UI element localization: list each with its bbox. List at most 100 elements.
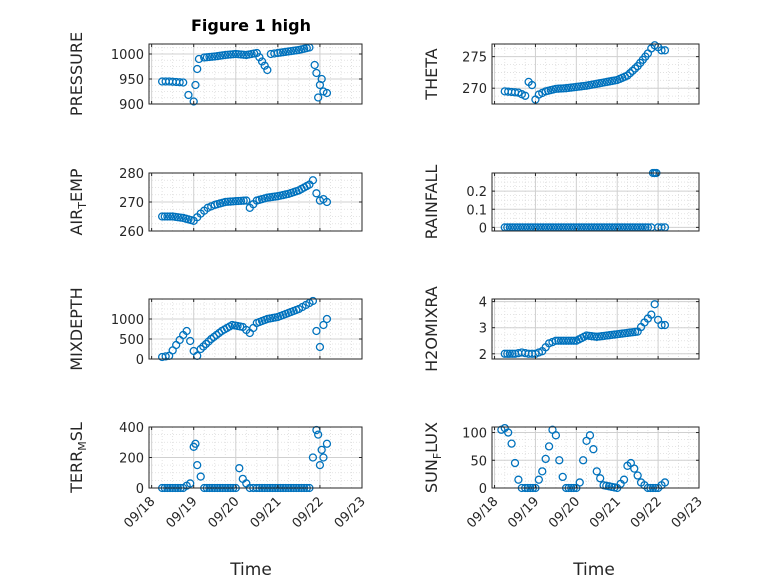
data-point [556, 336, 566, 345]
data-point [218, 51, 227, 60]
data-point [271, 192, 280, 201]
data-point [182, 481, 191, 490]
y-tick-label: 400 [119, 421, 144, 436]
y-axis-label: TERRMSL [67, 422, 89, 494]
data-point [191, 80, 200, 90]
x-tick-label: 09/18 [464, 494, 501, 531]
data-point [319, 453, 328, 462]
data-point [590, 332, 599, 341]
data-point [226, 197, 235, 206]
data-point [600, 331, 609, 340]
data-point [312, 425, 321, 435]
data-point [207, 52, 217, 61]
data-point [585, 431, 595, 440]
data-point [322, 197, 332, 207]
data-point [165, 212, 175, 221]
data-point [193, 64, 202, 74]
panel-air-temp: 260 270 280 AIRTEMP [67, 167, 363, 240]
data-point [558, 472, 567, 482]
data-point [660, 478, 670, 487]
data-point [157, 212, 167, 221]
data-point [281, 190, 290, 199]
data-point [184, 90, 193, 100]
panel-theta: 270 275 THETA [422, 41, 700, 105]
y-axis-label: AIRTEMP [67, 168, 89, 235]
data-point [541, 343, 550, 352]
x-tick-label: 09/19 [505, 494, 542, 531]
data-point [298, 302, 307, 312]
y-axis-label-suffix: SL [67, 422, 86, 441]
data-point [281, 47, 290, 57]
y-tick-label: 270 [119, 196, 144, 211]
data-point [194, 54, 204, 64]
data-point [236, 196, 246, 205]
data-point [292, 46, 301, 55]
y-tick-label: 0.2 [466, 185, 487, 200]
data-point [196, 472, 205, 481]
y-axis-label-subscript: F [431, 453, 444, 459]
data-point [544, 442, 554, 451]
y-tick-label: 1000 [111, 48, 144, 63]
data-point [564, 336, 573, 345]
data-point [163, 212, 172, 221]
data-point [281, 309, 290, 319]
data-point [322, 88, 332, 98]
data-point [218, 198, 227, 207]
data-point [205, 52, 214, 62]
data-point [559, 336, 568, 345]
data-point [228, 50, 238, 59]
data-point [567, 336, 576, 345]
data-point [263, 65, 272, 75]
data-point [189, 97, 198, 106]
axes-box [491, 426, 700, 489]
y-tick-label: 270 [462, 82, 487, 97]
data-point [175, 335, 184, 345]
data-point [204, 337, 213, 346]
data-point [317, 74, 326, 84]
data-point [551, 431, 561, 440]
y-tick-label: 100 [462, 427, 487, 442]
y-tick-label: 900 [119, 98, 144, 113]
y-tick-label: 4 [479, 296, 487, 311]
data-point [628, 66, 637, 75]
y-axis-label: H2OMIXRA [422, 286, 441, 372]
y-tick-label: 0 [136, 482, 144, 497]
data-point [249, 323, 258, 333]
axes-box [491, 298, 700, 360]
data-point [505, 349, 515, 358]
x-tick-label: 09/23 [669, 494, 706, 531]
data-point [168, 346, 177, 355]
data-point [636, 322, 646, 332]
data-point [527, 80, 537, 90]
panel-terr-msl: 0 200 400 TERRMSL 09/18 09/19 09/20 09/21 09/22 0… [67, 421, 369, 531]
data-point [559, 84, 568, 93]
data-point [260, 315, 269, 325]
y-axis-label-main: H2OMIXRA [422, 286, 441, 372]
data-point [319, 320, 328, 330]
data-point [616, 479, 625, 488]
axes-box [148, 298, 363, 360]
data-point [322, 439, 332, 448]
data-point [592, 467, 601, 476]
y-tick-label: 200 [119, 452, 144, 467]
data-point [589, 445, 598, 454]
data-point [255, 53, 264, 62]
y-axis-label: THETA [422, 48, 441, 100]
data-point [554, 84, 563, 93]
data-point [308, 176, 318, 185]
data-point [600, 78, 609, 87]
data-point [308, 453, 318, 462]
data-point [236, 322, 245, 331]
axes-box [491, 43, 700, 105]
data-point [193, 460, 202, 470]
data-point [610, 330, 619, 339]
data-point [312, 68, 321, 78]
axes-box [148, 43, 363, 105]
data-point [630, 64, 640, 73]
data-point [234, 196, 243, 206]
data-point [575, 478, 584, 487]
data-point [315, 342, 325, 352]
data-point [555, 456, 564, 465]
y-tick-label: 0 [479, 221, 487, 236]
